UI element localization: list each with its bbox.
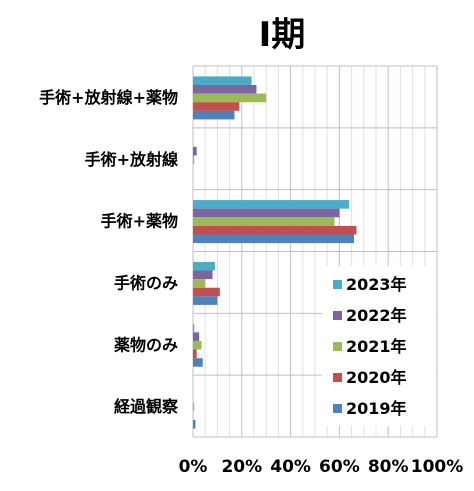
- x-tick-label: 80%: [368, 457, 409, 477]
- bar: [193, 85, 257, 94]
- bar: [193, 323, 195, 333]
- bar: [193, 234, 355, 244]
- category-label: 経過観察: [114, 397, 179, 416]
- bars: [193, 76, 357, 429]
- bar: [193, 155, 195, 165]
- legend-swatch: [333, 311, 342, 320]
- x-tick-label: 0%: [179, 457, 208, 477]
- bar: [193, 225, 357, 235]
- bar: [193, 287, 220, 297]
- bar: [193, 93, 267, 103]
- category-label: 薬物のみ: [113, 335, 178, 354]
- bar: [193, 349, 197, 359]
- bar: [193, 332, 200, 341]
- bar: [193, 110, 235, 120]
- bar: [193, 270, 213, 280]
- legend-label: 2023年: [346, 275, 407, 294]
- bar: [193, 200, 350, 209]
- legend-swatch: [333, 280, 342, 289]
- legend-label: 2019年: [346, 399, 407, 418]
- bar: [193, 261, 215, 271]
- chart-title: Ⅰ期: [259, 15, 306, 55]
- category-label: 手術+薬物: [101, 212, 178, 231]
- legend-swatch: [333, 342, 342, 351]
- bar: [193, 419, 196, 429]
- legend-label: 2022年: [346, 306, 407, 325]
- legend-label: 2021年: [346, 337, 407, 356]
- category-label: 手術+放射線+薬物: [39, 88, 178, 107]
- x-tick-label: 20%: [221, 457, 262, 477]
- legend-label: 2020年: [346, 368, 407, 387]
- category-label: 手術のみ: [114, 273, 178, 292]
- bar: [193, 76, 252, 86]
- x-tick-label: 40%: [270, 457, 311, 477]
- bar: [193, 102, 240, 111]
- category-label: 手術+放射線: [85, 150, 178, 169]
- legend: 2023年 2022年 2021年 2020年 2019年: [322, 266, 436, 426]
- bar: [193, 146, 197, 156]
- legend-swatch: [333, 404, 342, 413]
- x-tick-label: 60%: [319, 457, 360, 477]
- legend-swatch: [333, 373, 342, 382]
- x-tick-label: 100%: [411, 457, 464, 477]
- bar: [193, 208, 340, 218]
- bar: [193, 340, 202, 350]
- bar: [193, 296, 218, 305]
- bar: [193, 358, 203, 367]
- bar: [193, 279, 206, 288]
- bar: [193, 402, 195, 412]
- x-tick-labels: 0% 20% 40% 60% 80% 100%: [179, 457, 464, 477]
- bar: [193, 217, 335, 226]
